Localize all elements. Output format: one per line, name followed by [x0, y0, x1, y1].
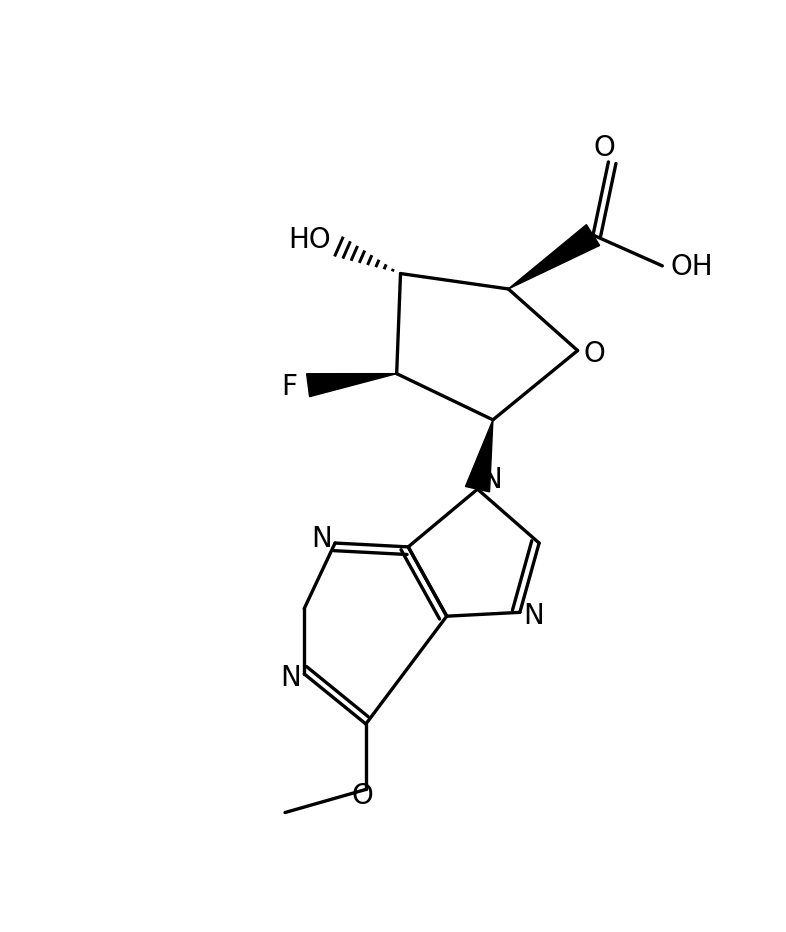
Text: O: O [593, 134, 615, 162]
Text: OH: OH [670, 254, 713, 281]
Text: O: O [584, 340, 605, 368]
Text: N: N [310, 526, 332, 554]
Text: N: N [523, 602, 544, 630]
Text: N: N [280, 664, 301, 692]
Text: N: N [481, 466, 501, 494]
Text: HO: HO [288, 226, 331, 254]
Polygon shape [509, 225, 600, 289]
Text: O: O [351, 782, 373, 810]
Polygon shape [465, 419, 493, 492]
Text: F: F [281, 373, 297, 401]
Polygon shape [307, 374, 397, 397]
